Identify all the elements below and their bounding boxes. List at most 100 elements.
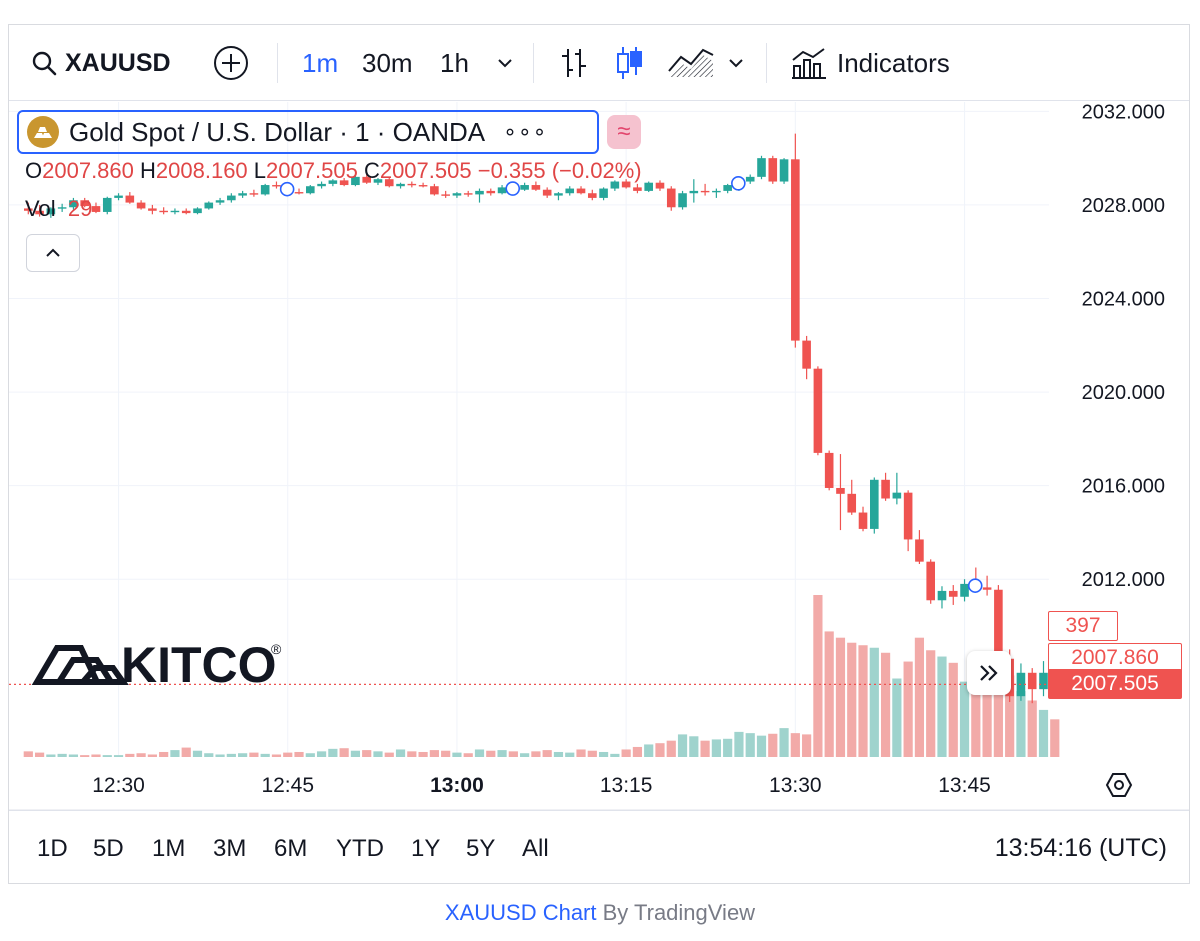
time-tick-label: 12:45 xyxy=(261,774,314,797)
candle-body xyxy=(903,492,913,540)
price-tick-label: 2020.000 xyxy=(1082,382,1165,404)
volume-bar xyxy=(621,749,631,757)
scroll-to-realtime-button[interactable] xyxy=(967,651,1011,695)
volume-bars xyxy=(23,595,1060,757)
range-3m[interactable]: 3M xyxy=(213,834,247,862)
candle-body xyxy=(260,185,270,195)
gold-bars-icon xyxy=(27,116,59,148)
volume-bar xyxy=(305,753,315,757)
indicators-button[interactable]: Indicators xyxy=(791,25,950,101)
volume-bar xyxy=(802,734,812,757)
candle-body xyxy=(542,189,552,196)
candle-body xyxy=(306,186,315,194)
timeframe-30m[interactable]: 30m xyxy=(362,47,413,78)
collapse-legend-button[interactable] xyxy=(26,234,80,272)
bars-style-button[interactable] xyxy=(559,25,589,101)
volume-bar xyxy=(553,751,564,757)
volume-bar xyxy=(1005,675,1015,757)
time-axis: 12:30 12:45 13:00 13:15 13:30 13:45 xyxy=(92,774,991,797)
volume-bar xyxy=(655,743,665,757)
price-tick-label: 2024.000 xyxy=(1082,289,1165,311)
timeframe-1m[interactable]: 1m xyxy=(302,47,339,78)
volume-bar xyxy=(711,739,721,757)
candle-body xyxy=(418,185,428,187)
search-icon xyxy=(32,51,57,76)
candle-body xyxy=(114,195,123,198)
volume-bar xyxy=(283,752,293,757)
candle-body xyxy=(779,159,789,182)
volume-bar xyxy=(508,751,518,757)
chart-canvas[interactable]: 2032.000 2028.000 2024.000 2020.000 2016.000… xyxy=(9,102,1189,810)
candle-body xyxy=(745,176,755,182)
volume-bar xyxy=(993,687,1003,757)
toolbar-divider xyxy=(533,43,534,83)
chart-style-dropdown[interactable] xyxy=(727,25,745,101)
plus-circle-icon xyxy=(214,46,248,80)
chevron-up-icon xyxy=(46,248,60,257)
candle-body xyxy=(870,479,879,529)
volume-bar xyxy=(926,650,936,757)
candle-body xyxy=(430,186,439,195)
volume-bar xyxy=(429,750,439,757)
range-5y[interactable]: 5Y xyxy=(466,834,496,862)
symbol-search[interactable]: XAUUSD xyxy=(31,25,171,101)
candle-body xyxy=(836,487,845,494)
candle-body xyxy=(655,182,665,189)
credit-by: By TradingView xyxy=(596,900,756,925)
compare-add-button[interactable] xyxy=(213,25,249,101)
volume-bar xyxy=(598,751,609,757)
volume-bar xyxy=(959,681,970,757)
candle-body xyxy=(666,188,676,208)
candle-body xyxy=(452,193,462,196)
timeframe-dropdown[interactable] xyxy=(496,25,514,101)
data-source-icon[interactable]: ≈ xyxy=(607,115,641,149)
volume-bar xyxy=(407,751,417,757)
time-tick-label: 13:15 xyxy=(600,774,653,797)
chevron-down-icon xyxy=(729,59,743,68)
range-1d[interactable]: 1D xyxy=(37,834,68,862)
volume-bar xyxy=(892,678,902,757)
volume-bar xyxy=(768,733,778,757)
toolbar-divider xyxy=(766,43,767,83)
candle-body xyxy=(689,190,699,194)
range-ytd[interactable]: YTD xyxy=(336,834,384,862)
chart-widget: XAUUSD 1m 30m 1h xyxy=(8,24,1190,884)
volume-bar xyxy=(790,733,800,757)
candle-body xyxy=(148,208,157,211)
candle-body xyxy=(948,590,958,597)
candle-body xyxy=(238,193,247,196)
volume-bar xyxy=(1016,691,1026,757)
price-axis: 2032.000 2028.000 2024.000 2020.000 2016.000… xyxy=(1082,102,1165,591)
area-style-button[interactable] xyxy=(667,25,715,101)
more-options-icon[interactable]: ∘∘∘ xyxy=(503,119,548,144)
volume-bar xyxy=(80,755,90,757)
range-1m[interactable]: 1M xyxy=(152,834,186,862)
credit-link[interactable]: XAUUSD Chart xyxy=(444,900,597,925)
utc-clock[interactable]: 13:54:16 (UTC) xyxy=(994,834,1167,862)
candle-body xyxy=(982,587,992,590)
range-5d[interactable]: 5D xyxy=(93,834,124,862)
chart-pane[interactable]: 2032.000 2028.000 2024.000 2020.000 2016.000… xyxy=(9,102,1189,832)
timeframe-1h[interactable]: 1h xyxy=(440,47,469,78)
candles-style-button[interactable] xyxy=(615,25,643,101)
close-label: C xyxy=(363,158,380,183)
candle-body xyxy=(57,207,67,209)
candle-body xyxy=(384,179,394,187)
candle-body xyxy=(621,181,631,188)
candle-body xyxy=(69,200,78,208)
candle-body xyxy=(91,206,101,212)
chart-credit: XAUUSD Chart By TradingView xyxy=(0,900,1200,926)
volume-price-label: 397 xyxy=(1048,611,1118,642)
volume-bar xyxy=(384,752,394,757)
range-1y[interactable]: 1Y xyxy=(411,834,441,862)
indicators-label: Indicators xyxy=(837,47,950,78)
volume-bar xyxy=(1038,709,1049,757)
price-tick-label: 2016.000 xyxy=(1082,476,1165,498)
range-6m[interactable]: 6M xyxy=(274,834,308,862)
candle-body xyxy=(791,159,800,341)
range-all[interactable]: All xyxy=(522,834,549,862)
time-tick-label: 13:45 xyxy=(938,774,991,797)
candle-body xyxy=(802,340,811,369)
symbol-legend[interactable]: Gold Spot / U.S. Dollar · 1 · OANDA ∘∘∘ xyxy=(17,110,599,154)
price-tick-label: 2012.000 xyxy=(1082,569,1165,591)
